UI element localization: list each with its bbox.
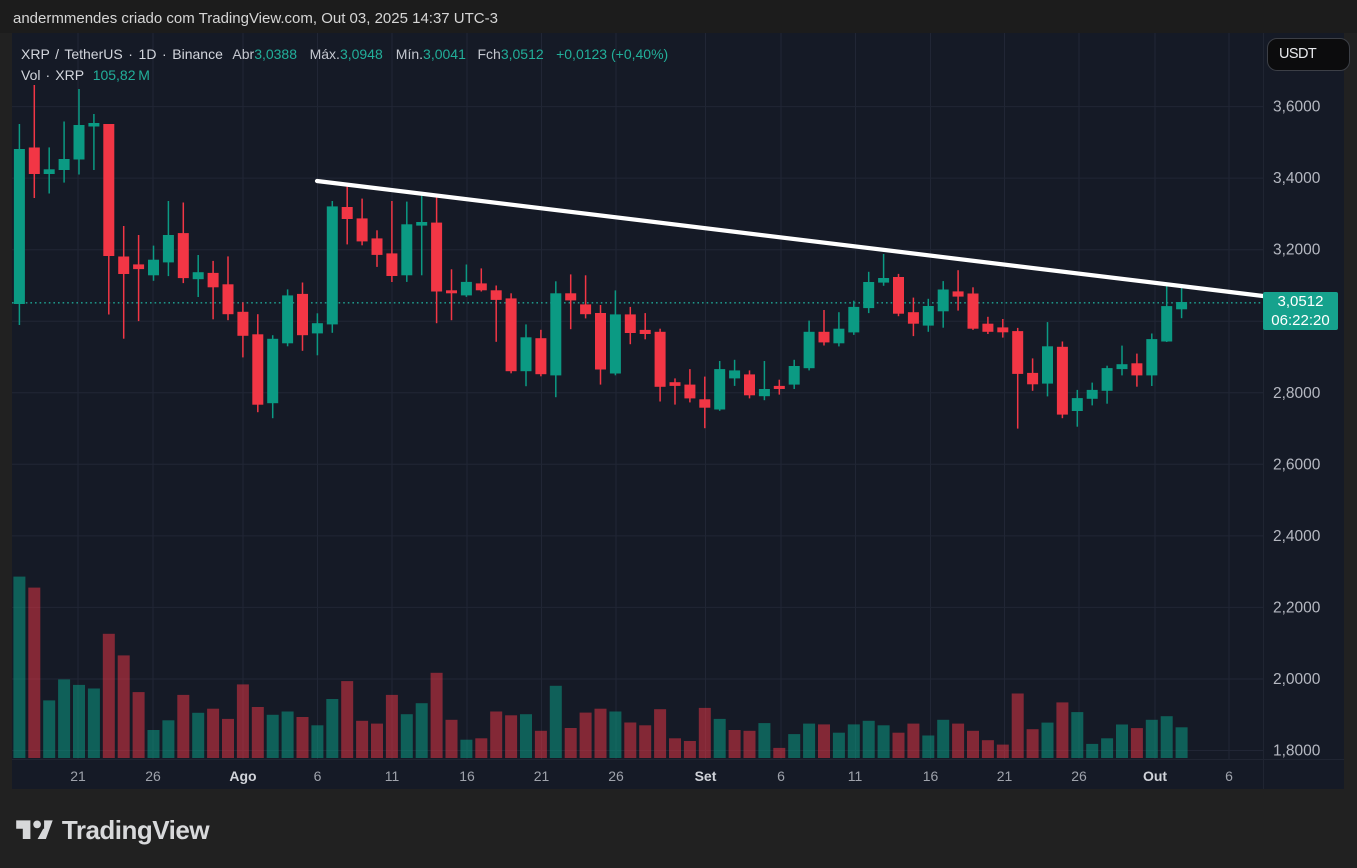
svg-text:Ago: Ago	[229, 768, 256, 784]
svg-text:2,2000: 2,2000	[1273, 599, 1321, 616]
svg-text:2,6000: 2,6000	[1273, 456, 1321, 473]
svg-text:1,8000: 1,8000	[1273, 743, 1321, 760]
svg-text:TradingView: TradingView	[62, 816, 210, 845]
svg-text:2,4000: 2,4000	[1273, 528, 1321, 545]
svg-text:2,0000: 2,0000	[1273, 671, 1321, 688]
svg-text:11: 11	[848, 768, 863, 784]
svg-text:16: 16	[459, 768, 475, 784]
svg-text:16: 16	[923, 768, 939, 784]
svg-text:2,8000: 2,8000	[1273, 385, 1321, 402]
svg-text:11: 11	[385, 768, 400, 784]
svg-text:6: 6	[314, 768, 322, 784]
svg-text:21: 21	[997, 768, 1013, 784]
svg-text:26: 26	[1071, 768, 1087, 784]
svg-text:6: 6	[1225, 768, 1233, 784]
svg-text:21: 21	[534, 768, 550, 784]
svg-text:26: 26	[145, 768, 161, 784]
svg-text:3,4000: 3,4000	[1273, 170, 1321, 187]
svg-text:6: 6	[777, 768, 785, 784]
svg-text:26: 26	[608, 768, 624, 784]
svg-text:3,2000: 3,2000	[1273, 242, 1321, 259]
svg-text:Out: Out	[1143, 768, 1167, 784]
svg-text:21: 21	[70, 768, 86, 784]
svg-text:Set: Set	[695, 768, 717, 784]
svg-text:3,6000: 3,6000	[1273, 99, 1321, 116]
